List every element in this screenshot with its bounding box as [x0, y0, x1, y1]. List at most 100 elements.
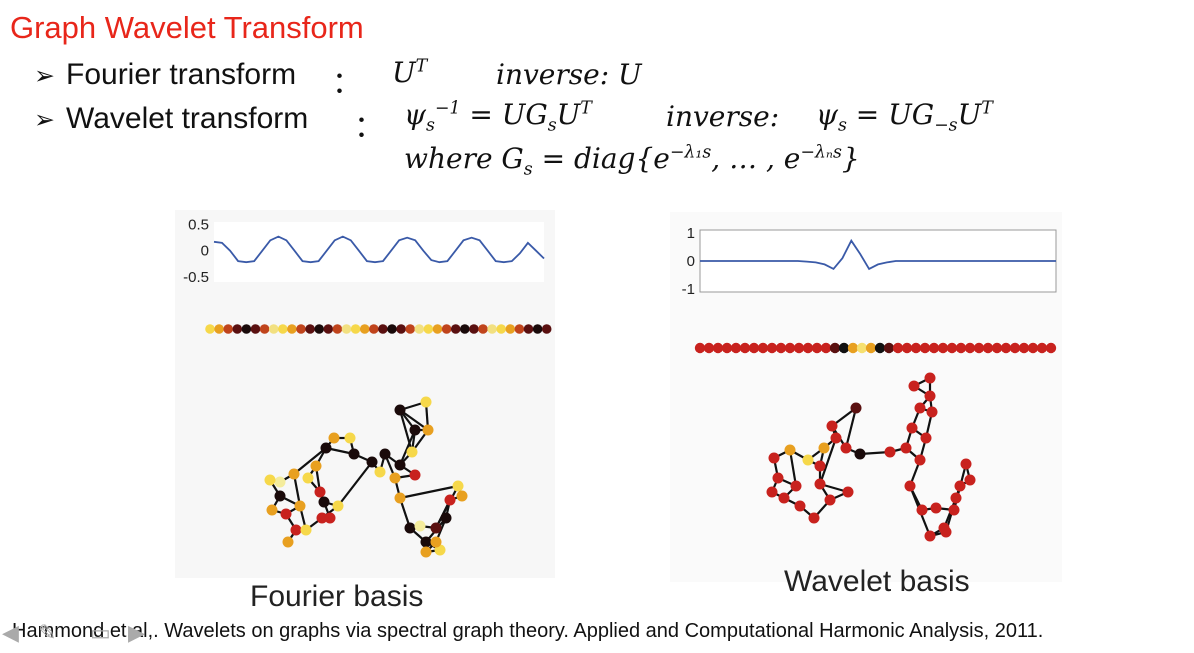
graph-node	[768, 452, 780, 464]
graph-edge	[788, 449, 798, 487]
graph-node	[394, 459, 406, 471]
graph-node	[288, 468, 300, 480]
signal-dot	[748, 342, 760, 354]
presentation-nav: ◀ ✎ ▭ ▶	[2, 620, 152, 648]
signal-dot	[278, 324, 288, 334]
signal-dot	[892, 342, 904, 354]
signal-dot	[450, 324, 461, 334]
graph-node	[318, 496, 330, 508]
graph-node	[332, 500, 344, 512]
signal-dot	[919, 342, 931, 354]
plot-frame	[214, 222, 544, 282]
graph-node	[940, 526, 952, 538]
graph-node	[389, 472, 401, 484]
signal-dot	[396, 324, 406, 334]
wavelet-inverse-label: inverse:	[666, 100, 780, 133]
signal-dot	[314, 324, 324, 334]
graph-node	[294, 500, 306, 512]
graph-node	[266, 504, 278, 516]
next-arrow-icon[interactable]: ▶	[128, 620, 145, 645]
pen-icon[interactable]: ✎	[38, 620, 57, 645]
signal-dot	[901, 342, 913, 354]
graph-node	[850, 402, 862, 414]
signal-dot	[514, 324, 525, 334]
graph-node	[394, 404, 406, 416]
graph-edge	[398, 429, 417, 466]
y-tick-label: 0.5	[188, 217, 209, 234]
signal-dot	[441, 324, 452, 334]
graph-node	[950, 492, 962, 504]
graph-edge	[398, 409, 414, 453]
graph-node	[324, 512, 336, 524]
signal-dot	[739, 342, 751, 354]
graph-node	[409, 469, 421, 481]
wavelet-dot-row	[694, 342, 1057, 354]
signal-dot	[469, 324, 479, 334]
signal-dot	[1000, 342, 1012, 354]
graph-node	[826, 420, 838, 432]
graph-node	[814, 460, 826, 472]
signal-dot	[287, 324, 297, 334]
signal-dot	[241, 324, 252, 334]
signal-dot	[694, 342, 706, 354]
fourier-label: Fourier transform	[66, 58, 297, 91]
signal-dot	[838, 342, 850, 354]
graph-edge	[844, 407, 858, 449]
graph-node	[456, 490, 468, 502]
signal-dot	[703, 342, 715, 354]
graph-node	[930, 502, 942, 514]
graph-node	[379, 448, 391, 460]
signal-dot	[820, 342, 832, 354]
graph-node	[404, 522, 416, 534]
signal-dot	[205, 324, 215, 334]
graph-node	[772, 472, 784, 484]
signal-dot	[784, 342, 796, 354]
prev-arrow-icon[interactable]: ◀	[2, 620, 19, 645]
signal-dot	[910, 342, 922, 354]
graph-node	[842, 486, 854, 498]
signal-dot	[305, 324, 315, 334]
signal-dot	[214, 324, 224, 334]
signal-dot	[532, 324, 543, 334]
signal-dot	[268, 324, 279, 334]
graph-node	[274, 490, 286, 502]
signal-dot	[955, 342, 967, 354]
y-tick-label: 0	[201, 243, 209, 260]
fourier-dot-row	[205, 324, 552, 334]
signal-dot	[432, 324, 443, 334]
wavelet-graph	[766, 372, 976, 542]
signal-dot	[811, 342, 823, 354]
fourier-signal-chart: 0.5 0 -0.5	[183, 217, 545, 286]
y-tick-label: -1	[682, 281, 695, 298]
graph-node	[280, 508, 292, 520]
wavelet-transform-formula: ψs−1 = UGsUT	[404, 98, 592, 136]
signal-dot	[757, 342, 769, 354]
graph-node	[430, 522, 442, 534]
graph-node	[420, 536, 432, 548]
graph-node	[344, 432, 356, 444]
signal-dot	[982, 342, 994, 354]
signal-dot	[847, 342, 859, 354]
graph-node	[908, 380, 920, 392]
signal-dot	[332, 324, 343, 334]
signal-dot	[1036, 342, 1048, 354]
graph-node	[409, 424, 421, 436]
graph-node	[374, 466, 386, 478]
graph-node	[924, 390, 936, 402]
signal-dot	[991, 342, 1003, 354]
graph-node	[808, 512, 820, 524]
graph-node	[854, 448, 866, 460]
graph-node	[954, 480, 966, 492]
signal-dot	[341, 324, 352, 334]
signal-dot	[712, 342, 724, 354]
graph-node	[778, 492, 790, 504]
wavelet-signal-chart: 1 0 -1	[682, 225, 1057, 298]
graph-node	[444, 494, 456, 506]
signal-dot	[541, 324, 552, 334]
graph-node	[924, 530, 936, 542]
graph-node	[824, 494, 836, 506]
signal-dot	[802, 342, 814, 354]
graph-edge	[293, 447, 327, 475]
slides-icon[interactable]: ▭	[90, 620, 111, 645]
graph-node	[310, 460, 322, 472]
